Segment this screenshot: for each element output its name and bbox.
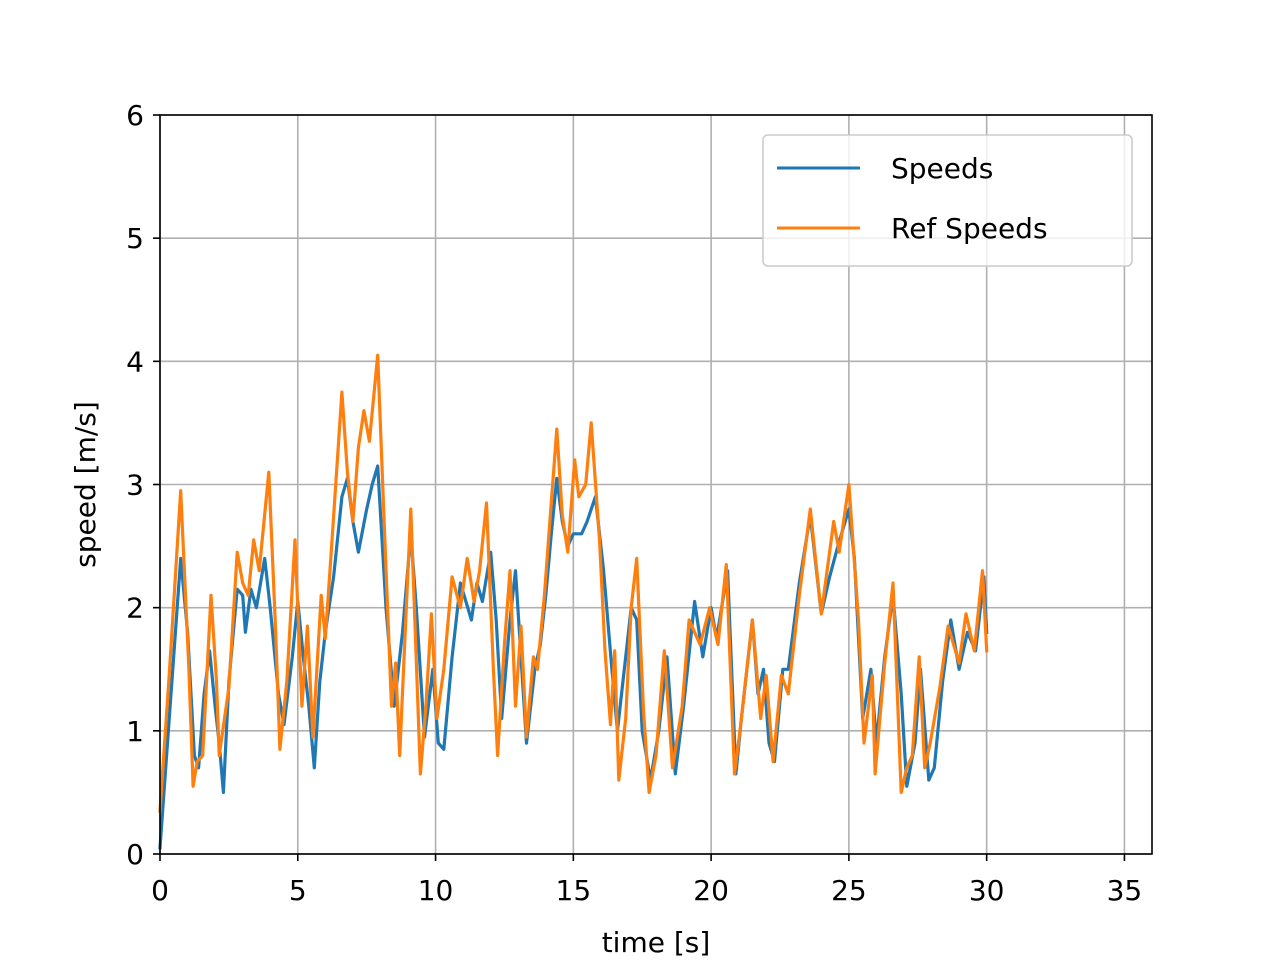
x-tick-label: 10 <box>418 874 454 907</box>
y-tick-label: 2 <box>126 592 144 625</box>
y-tick-label: 6 <box>126 99 144 132</box>
y-axis-label: speed [m/s] <box>69 401 102 568</box>
x-tick-label: 30 <box>969 874 1005 907</box>
legend-label-ref-speeds: Ref Speeds <box>891 212 1048 245</box>
series-lines <box>158 353 989 850</box>
series-line-ref-speeds <box>158 353 989 813</box>
x-tick-label: 20 <box>693 874 729 907</box>
y-tick-label: 4 <box>126 345 144 378</box>
legend: Speeds Ref Speeds <box>762 134 1133 267</box>
x-tick-label: 35 <box>1107 874 1143 907</box>
y-tick-label: 1 <box>126 715 144 748</box>
axis-ticks: 0 5 10 15 20 25 30 35 0 1 2 3 4 5 6 <box>126 99 1142 907</box>
y-tick-label: 3 <box>126 469 144 502</box>
y-tick-label: 0 <box>126 838 144 871</box>
y-tick-label: 5 <box>126 222 144 255</box>
legend-label-speeds: Speeds <box>891 152 993 185</box>
x-tick-label: 25 <box>831 874 867 907</box>
x-tick-label: 5 <box>289 874 307 907</box>
x-tick-label: 0 <box>151 874 169 907</box>
x-axis-label: time [s] <box>602 926 711 959</box>
x-tick-label: 15 <box>556 874 592 907</box>
